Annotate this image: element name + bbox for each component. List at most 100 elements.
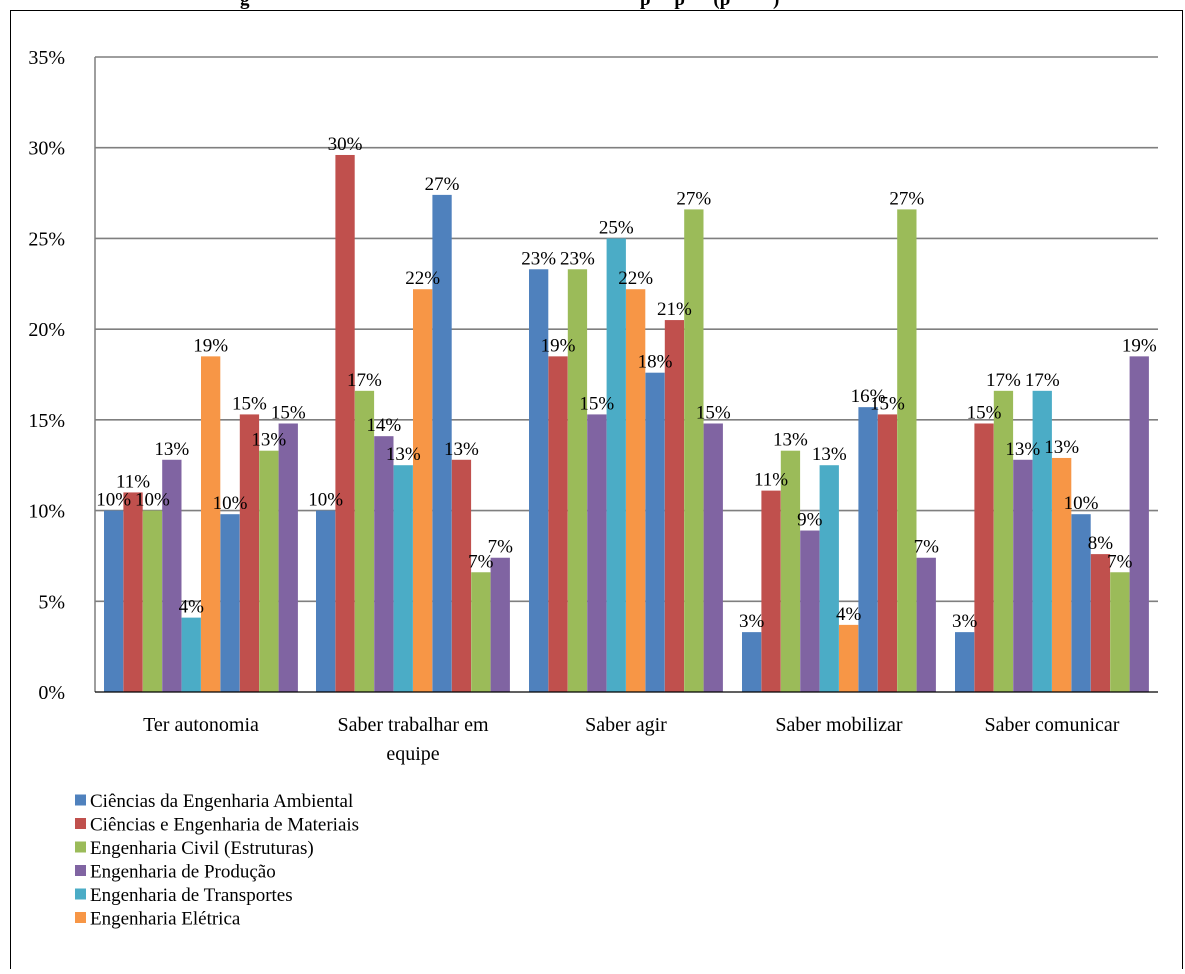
x-tick-label: Saber trabalhar em	[337, 714, 488, 736]
bar-data-label: 9%	[797, 510, 823, 531]
bar-data-label: 25%	[599, 217, 634, 238]
bar-data-label: 15%	[967, 402, 1002, 423]
bar-data-label: 19%	[193, 335, 228, 356]
x-tick-label: equipe	[386, 743, 439, 765]
bar	[354, 390, 375, 692]
bar-data-label: 23%	[521, 248, 556, 269]
bar-data-label: 11%	[754, 470, 788, 491]
bar-data-label: 10%	[96, 490, 131, 511]
bar	[703, 423, 723, 692]
y-tick-label: 20%	[28, 319, 65, 341]
bar	[1110, 572, 1130, 692]
heading-fragment-left: g	[240, 0, 250, 10]
bar	[181, 617, 201, 692]
bar	[800, 530, 820, 692]
bar-data-label: 15%	[271, 402, 306, 423]
bar-data-label: 13%	[444, 439, 479, 460]
y-tick-label: 25%	[28, 228, 65, 250]
bar	[606, 238, 626, 692]
legend-swatch	[75, 888, 86, 900]
bar	[839, 624, 859, 692]
legend-label: Engenharia de Produção	[90, 862, 276, 883]
bar	[1090, 554, 1111, 692]
x-tick-label: Saber mobilizar	[775, 714, 903, 736]
bar-data-label: 4%	[179, 597, 205, 618]
bar	[761, 490, 781, 692]
bar	[742, 632, 762, 692]
axis-layer: 0% 5% 10% 15% 20% 25% 30% 35% Ter autonomia Saber…	[28, 47, 1158, 765]
bar	[819, 465, 839, 692]
bar	[104, 510, 124, 692]
legend-label: Engenharia de Transportes	[90, 885, 293, 906]
bar	[626, 289, 646, 692]
legend-swatch	[75, 865, 86, 876]
bar	[955, 632, 975, 692]
bar-data-label: 14%	[366, 415, 401, 436]
bar-data-label: 16%	[851, 386, 886, 407]
bar	[471, 572, 491, 692]
bar-data-label: 22%	[618, 268, 653, 289]
bar-data-label: 8%	[1088, 533, 1114, 554]
bar-data-label: 7%	[1107, 551, 1133, 572]
bar-data-label: 15%	[579, 393, 614, 414]
bar	[239, 414, 260, 692]
bar-data-label: 21%	[657, 299, 692, 320]
bar	[490, 557, 510, 692]
chart-outer-border	[10, 10, 1183, 974]
y-tick-label: 10%	[28, 501, 65, 523]
bar-data-label: 4%	[836, 604, 862, 625]
bar	[587, 414, 607, 692]
bar-data-label: 27%	[425, 174, 460, 195]
bar	[393, 465, 413, 692]
bar-data-label: 13%	[251, 430, 286, 451]
bar-data-label: 19%	[1122, 335, 1157, 356]
y-tick-label: 5%	[38, 591, 65, 613]
bar	[1129, 356, 1149, 692]
legend: Ciências da Engenharia Ambiental Ciências…	[75, 791, 359, 930]
bar	[684, 209, 704, 692]
bar-data-label: 18%	[638, 352, 673, 373]
bar	[374, 436, 394, 692]
bar-layer	[104, 154, 1149, 692]
data-label-layer: 10%11%10%13%4%19%10%15%13%15%10%30%17%14…	[96, 134, 1157, 632]
bar-data-label: 27%	[889, 188, 924, 209]
y-tick-label: 30%	[28, 138, 65, 160]
x-tick-label: Ter autonomia	[143, 714, 259, 736]
bar-data-label: 7%	[914, 537, 940, 558]
bar	[897, 209, 917, 692]
bar	[1032, 390, 1052, 692]
legend-label: Ciências da Engenharia Ambiental	[90, 791, 353, 812]
bar-data-label: 15%	[870, 393, 905, 414]
bar	[993, 390, 1014, 692]
bar	[858, 407, 878, 692]
legend-label: Engenharia Civil (Estruturas)	[90, 838, 314, 859]
bar	[645, 372, 665, 692]
bar-data-label: 13%	[1005, 439, 1040, 460]
bar	[567, 269, 588, 692]
bar-data-label: 27%	[676, 188, 711, 209]
bar	[413, 289, 433, 692]
bar	[316, 510, 336, 692]
legend-swatch	[75, 818, 86, 829]
y-tick-label: 35%	[28, 47, 65, 69]
bar	[1052, 457, 1072, 692]
bar-data-label: 17%	[347, 370, 382, 391]
y-tick-label: 15%	[28, 410, 65, 432]
bar	[974, 423, 994, 692]
bar-data-label: 13%	[386, 444, 421, 465]
heading-fragment-right: p p (p )	[640, 0, 779, 10]
bar-data-label: 30%	[328, 134, 363, 155]
legend-swatch	[75, 841, 86, 853]
legend-label: Engenharia Elétrica	[90, 909, 241, 930]
legend-label: Ciências e Engenharia de Materiais	[90, 815, 359, 836]
y-tick-label: 0%	[38, 682, 65, 704]
bar-data-label: 7%	[468, 551, 494, 572]
x-tick-label: Saber agir	[585, 714, 667, 736]
bar	[1071, 514, 1091, 692]
bar-data-label: 15%	[232, 393, 267, 414]
bar	[529, 269, 549, 692]
x-tick-label: Saber comunicar	[985, 714, 1120, 736]
bar-data-label: 10%	[213, 493, 248, 514]
